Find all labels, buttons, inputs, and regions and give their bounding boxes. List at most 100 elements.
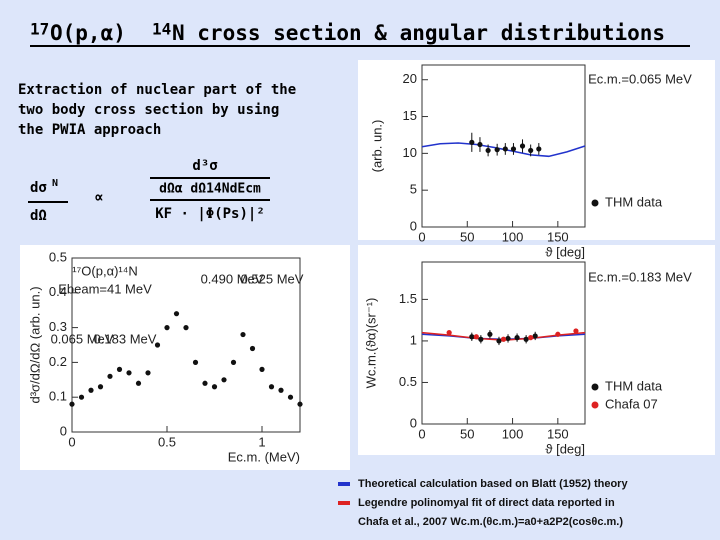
point xyxy=(287,394,294,400)
x-tick-label: 1 xyxy=(258,434,265,449)
legend-text: Legendre polinomyal fit of direct data r… xyxy=(358,497,615,509)
x-tick-label: 100 xyxy=(502,426,524,441)
x-tick-label: 0 xyxy=(68,434,75,449)
point xyxy=(473,334,479,340)
y-tick-label: 0 xyxy=(410,415,417,430)
x-axis-label: ϑ [deg] xyxy=(545,441,585,456)
annotation: ¹⁷O(p,α)¹⁴N xyxy=(72,263,137,278)
point xyxy=(519,143,526,149)
legend-label: THM data xyxy=(605,378,663,393)
annotation: 0.183 MeV xyxy=(94,331,157,346)
point xyxy=(278,387,284,393)
formula: dσ xyxy=(30,180,47,196)
formula: N xyxy=(52,178,58,189)
x-axis-label: Ec.m. (MeV) xyxy=(228,449,300,464)
x-tick-label: 0 xyxy=(418,229,425,244)
y-tick-label: 10 xyxy=(403,145,417,160)
formula: ∝ xyxy=(94,188,104,207)
point xyxy=(88,387,94,393)
x-tick-label: 0.5 xyxy=(158,434,176,449)
x-tick-label: 150 xyxy=(547,229,569,244)
x-tick-label: 0 xyxy=(418,426,425,441)
point xyxy=(485,147,491,154)
point xyxy=(211,384,218,390)
point xyxy=(164,325,170,331)
point xyxy=(268,384,275,390)
annotation: Ebeam=41 MeV xyxy=(58,281,152,296)
intro-line: Extraction of nuclear part of the xyxy=(18,82,296,98)
point xyxy=(259,366,265,372)
title: O(p,α) xyxy=(50,21,126,45)
y-tick-label: 0.5 xyxy=(49,249,67,264)
point xyxy=(496,338,502,344)
legend-label: Chafa 07 xyxy=(605,396,658,411)
point xyxy=(532,333,538,339)
point xyxy=(107,373,113,379)
point xyxy=(573,328,579,334)
point xyxy=(514,335,520,341)
annotation: 0.490 MeV xyxy=(201,271,264,286)
point xyxy=(116,366,123,372)
x-tick-label: 50 xyxy=(460,229,474,244)
y-tick-label: 0 xyxy=(60,423,67,438)
legend-marker xyxy=(591,199,599,207)
point xyxy=(69,401,75,407)
legend-marker xyxy=(591,401,599,409)
y-tick-label: 0.4 xyxy=(49,284,67,299)
y-tick-label: 20 xyxy=(403,71,417,86)
point xyxy=(145,370,151,376)
y-axis-label: d³σ/dΩ/dΩ (arb. un.) xyxy=(27,286,42,403)
point xyxy=(500,336,507,342)
plot-frame xyxy=(71,257,301,433)
annotation: Ec.m.=0.183 MeV xyxy=(588,269,692,284)
y-axis-label: Wc.m.(ϑα)(sr⁻¹) xyxy=(363,298,378,389)
y-tick-label: 1.5 xyxy=(399,291,417,306)
legend-text: Theoretical calculation based on Blatt (… xyxy=(358,478,628,490)
formula: dΩ xyxy=(30,208,47,224)
legend-label: THM data xyxy=(605,194,663,209)
title-mass: 17 xyxy=(30,20,49,39)
x-tick-label: 50 xyxy=(460,426,474,441)
point xyxy=(135,380,142,386)
point xyxy=(528,335,534,341)
y-axis-label: (arb. un.) xyxy=(369,120,384,173)
formula: dΩα dΩ14NdEcm xyxy=(159,182,261,197)
title: N cross section & angular distributions xyxy=(172,21,665,45)
plot-frame xyxy=(421,261,586,425)
point xyxy=(523,336,529,342)
point xyxy=(502,146,508,152)
point xyxy=(297,401,303,407)
point xyxy=(477,141,483,148)
y-tick-label: 0.3 xyxy=(49,319,67,334)
title-mass: 14 xyxy=(152,20,171,39)
point xyxy=(555,331,561,337)
intro-line: the PWIA approach xyxy=(18,122,161,138)
point xyxy=(97,384,104,390)
annotation: 0.525 MeV xyxy=(241,271,304,286)
point xyxy=(536,146,542,152)
y-tick-label: 0.1 xyxy=(49,389,67,404)
y-tick-label: 0.5 xyxy=(399,374,417,389)
x-tick-label: 100 xyxy=(502,229,524,244)
point xyxy=(494,147,500,153)
point xyxy=(183,325,189,331)
bottom-legend: Theoretical calculation based on Blatt (… xyxy=(338,478,628,528)
x-axis-label: ϑ [deg] xyxy=(545,244,585,259)
y-tick-label: 0 xyxy=(410,218,417,233)
point xyxy=(487,331,493,337)
point xyxy=(478,336,484,342)
point xyxy=(469,139,475,145)
x-tick-label: 150 xyxy=(547,426,569,441)
point xyxy=(173,311,180,317)
point xyxy=(202,380,208,386)
point xyxy=(249,345,256,352)
point xyxy=(469,334,475,340)
point xyxy=(221,377,227,383)
y-tick-label: 5 xyxy=(410,182,417,197)
formula: d³σ xyxy=(192,158,217,174)
point xyxy=(78,394,85,400)
point xyxy=(154,342,161,348)
y-tick-label: 15 xyxy=(403,108,417,123)
